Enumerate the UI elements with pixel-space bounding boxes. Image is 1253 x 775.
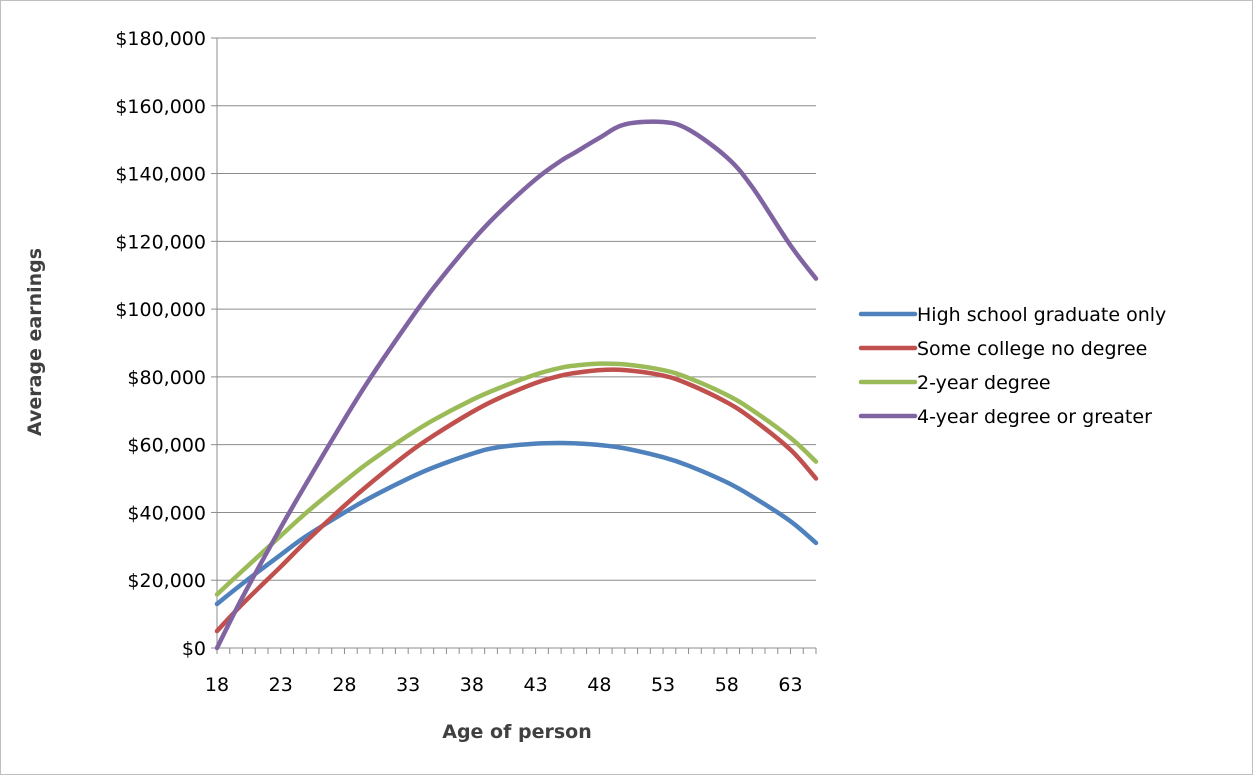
x-tick-label: 63 xyxy=(778,674,802,696)
y-tick-label: $20,000 xyxy=(127,570,206,592)
legend-label-4-year-degree-or-greater: 4-year degree or greater xyxy=(917,406,1152,428)
x-tick-label: 48 xyxy=(587,674,611,696)
x-tick-label: 33 xyxy=(396,674,420,696)
x-tick-label: 23 xyxy=(269,674,293,696)
series-lines xyxy=(214,119,819,651)
y-axis-ticks: $0 $20,000 $40,000 $60,000 $80,000 $100,000 $1… xyxy=(115,28,217,660)
y-tick-label: $0 xyxy=(182,638,206,660)
y-tick-label: $100,000 xyxy=(115,299,206,321)
x-tick-label: 53 xyxy=(651,674,675,696)
series-line-2-year-degree xyxy=(214,361,819,597)
y-tick-label: $160,000 xyxy=(115,96,206,118)
legend: High school graduate only Some college no… xyxy=(858,304,1166,428)
y-tick-label: $40,000 xyxy=(127,502,206,524)
y-tick-label: $80,000 xyxy=(127,367,206,389)
y-axis-title: Average earnings xyxy=(24,248,46,436)
y-tick-label: $140,000 xyxy=(115,164,206,186)
x-tick-label: 38 xyxy=(460,674,484,696)
series-line-4-year-degree-or-greater xyxy=(214,119,819,651)
gridlines xyxy=(217,37,816,581)
y-tick-label: $180,000 xyxy=(115,28,206,50)
legend-label-2-year-degree: 2-year degree xyxy=(917,372,1051,394)
x-tick-label: 18 xyxy=(205,674,229,696)
y-tick-label: $60,000 xyxy=(127,435,206,457)
x-axis-ticks: 18 23 28 33 38 43 48 53 58 63 xyxy=(205,648,817,696)
x-tick-label: 43 xyxy=(524,674,548,696)
legend-label-some-college-no-degree: Some college no degree xyxy=(917,338,1147,360)
legend-label-high-school-graduate-only: High school graduate only xyxy=(917,304,1166,326)
x-axis-title: Age of person xyxy=(442,721,592,743)
axes xyxy=(216,38,816,649)
series-line-some-college-no-degree xyxy=(214,367,819,634)
x-tick-label: 58 xyxy=(715,674,739,696)
y-tick-label: $120,000 xyxy=(115,231,206,253)
x-tick-label: 28 xyxy=(332,674,356,696)
